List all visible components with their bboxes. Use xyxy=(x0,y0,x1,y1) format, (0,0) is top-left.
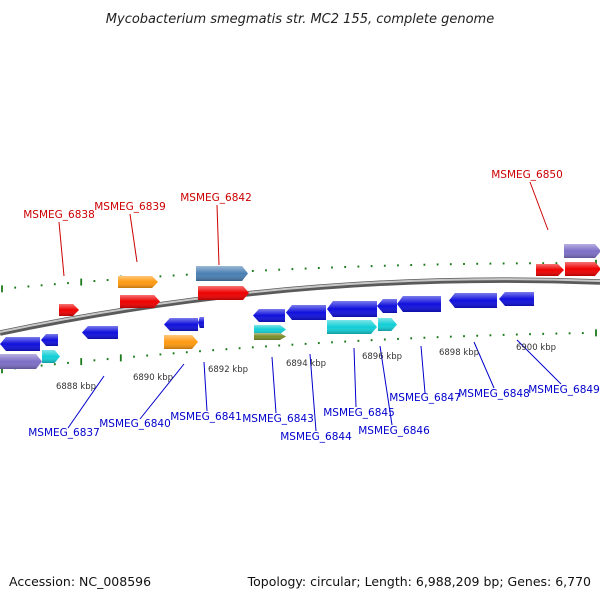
genome-backbone-highlight xyxy=(0,278,600,333)
leader-line xyxy=(271,356,277,414)
gene-arrow[interactable] xyxy=(120,295,160,308)
leader-line xyxy=(139,363,185,420)
gene-arrow[interactable] xyxy=(564,244,600,258)
leader-line xyxy=(203,361,208,412)
gene-arrow[interactable] xyxy=(536,264,564,276)
gene-arrow[interactable] xyxy=(499,292,534,306)
gene-features xyxy=(0,244,600,369)
gene-arrow[interactable] xyxy=(41,334,58,346)
scale-label-6892: 6892 kbp xyxy=(208,365,248,375)
genome-summary-text: Topology: circular; Length: 6,988,209 bp… xyxy=(247,574,591,589)
gene-label-msmeg-6846[interactable]: MSMEG_6846 xyxy=(358,425,430,437)
scale-label-6896: 6896 kbp xyxy=(362,352,402,362)
leader-line xyxy=(529,181,549,231)
gene-arrow[interactable] xyxy=(377,299,397,313)
scale-label-6898: 6898 kbp xyxy=(439,348,479,358)
gene-label-msmeg-6848[interactable]: MSMEG_6848 xyxy=(458,388,530,400)
gene-arrow[interactable] xyxy=(327,301,377,317)
leader-line xyxy=(58,221,65,277)
gene-label-msmeg-6843[interactable]: MSMEG_6843 xyxy=(242,413,314,425)
gene-arrow[interactable] xyxy=(286,305,326,320)
leader-line xyxy=(309,353,317,432)
gene-arrow[interactable] xyxy=(253,309,285,322)
gene-arrow[interactable] xyxy=(565,262,600,276)
leader-line xyxy=(129,213,138,263)
gene-label-msmeg-6850[interactable]: MSMEG_6850 xyxy=(491,169,563,181)
leader-line xyxy=(379,345,393,426)
gene-arrow[interactable] xyxy=(196,266,248,281)
leader-line xyxy=(353,347,357,408)
gene-label-msmeg-6849[interactable]: MSMEG_6849 xyxy=(528,384,600,396)
leader-line xyxy=(420,345,426,394)
label-leader-lines xyxy=(58,181,562,432)
gene-arrow[interactable] xyxy=(0,337,40,351)
gene-arrow[interactable] xyxy=(449,293,497,308)
gene-arrow[interactable] xyxy=(42,350,60,363)
gene-label-msmeg-6845[interactable]: MSMEG_6845 xyxy=(323,407,395,419)
gene-arrow[interactable] xyxy=(0,354,42,369)
gene-arrow[interactable] xyxy=(378,318,397,331)
accession-text: Accession: NC_008596 xyxy=(9,574,151,589)
leader-line xyxy=(216,204,220,266)
gene-label-msmeg-6839[interactable]: MSMEG_6839 xyxy=(94,201,166,213)
genome-title: Mycobacterium smegmatis str. MC2 155, co… xyxy=(106,12,494,27)
gene-label-msmeg-6842[interactable]: MSMEG_6842 xyxy=(180,192,252,204)
scale-label-6894: 6894 kbp xyxy=(286,359,326,369)
gene-arrow[interactable] xyxy=(397,296,441,312)
gene-label-msmeg-6841[interactable]: MSMEG_6841 xyxy=(170,411,242,423)
gene-arrow[interactable] xyxy=(164,335,198,349)
gene-arrow[interactable] xyxy=(254,333,286,340)
gene-arrow[interactable] xyxy=(198,286,249,300)
genome-backbone xyxy=(0,277,600,336)
leader-line xyxy=(67,375,105,429)
gene-arrow[interactable] xyxy=(118,276,158,288)
leader-line xyxy=(473,341,495,389)
gene-label-msmeg-6838[interactable]: MSMEG_6838 xyxy=(23,209,95,221)
gene-arrow[interactable] xyxy=(254,325,286,334)
gene-label-msmeg-6847[interactable]: MSMEG_6847 xyxy=(389,392,461,404)
scale-label-6890: 6890 kbp xyxy=(133,373,173,383)
gene-label-msmeg-6837[interactable]: MSMEG_6837 xyxy=(28,427,100,439)
gene-label-msmeg-6840[interactable]: MSMEG_6840 xyxy=(99,418,171,430)
scale-label-6888: 6888 kbp xyxy=(56,382,96,392)
gene-arrow[interactable] xyxy=(164,318,198,331)
gene-label-msmeg-6844[interactable]: MSMEG_6844 xyxy=(280,431,352,443)
gene-arrow[interactable] xyxy=(198,317,204,328)
gene-arrow[interactable] xyxy=(59,304,79,316)
leader-line xyxy=(516,339,562,385)
gene-arrow[interactable] xyxy=(327,320,377,334)
scale-label-6900: 6900 kbp xyxy=(516,343,556,353)
gene-arrow[interactable] xyxy=(82,326,118,339)
